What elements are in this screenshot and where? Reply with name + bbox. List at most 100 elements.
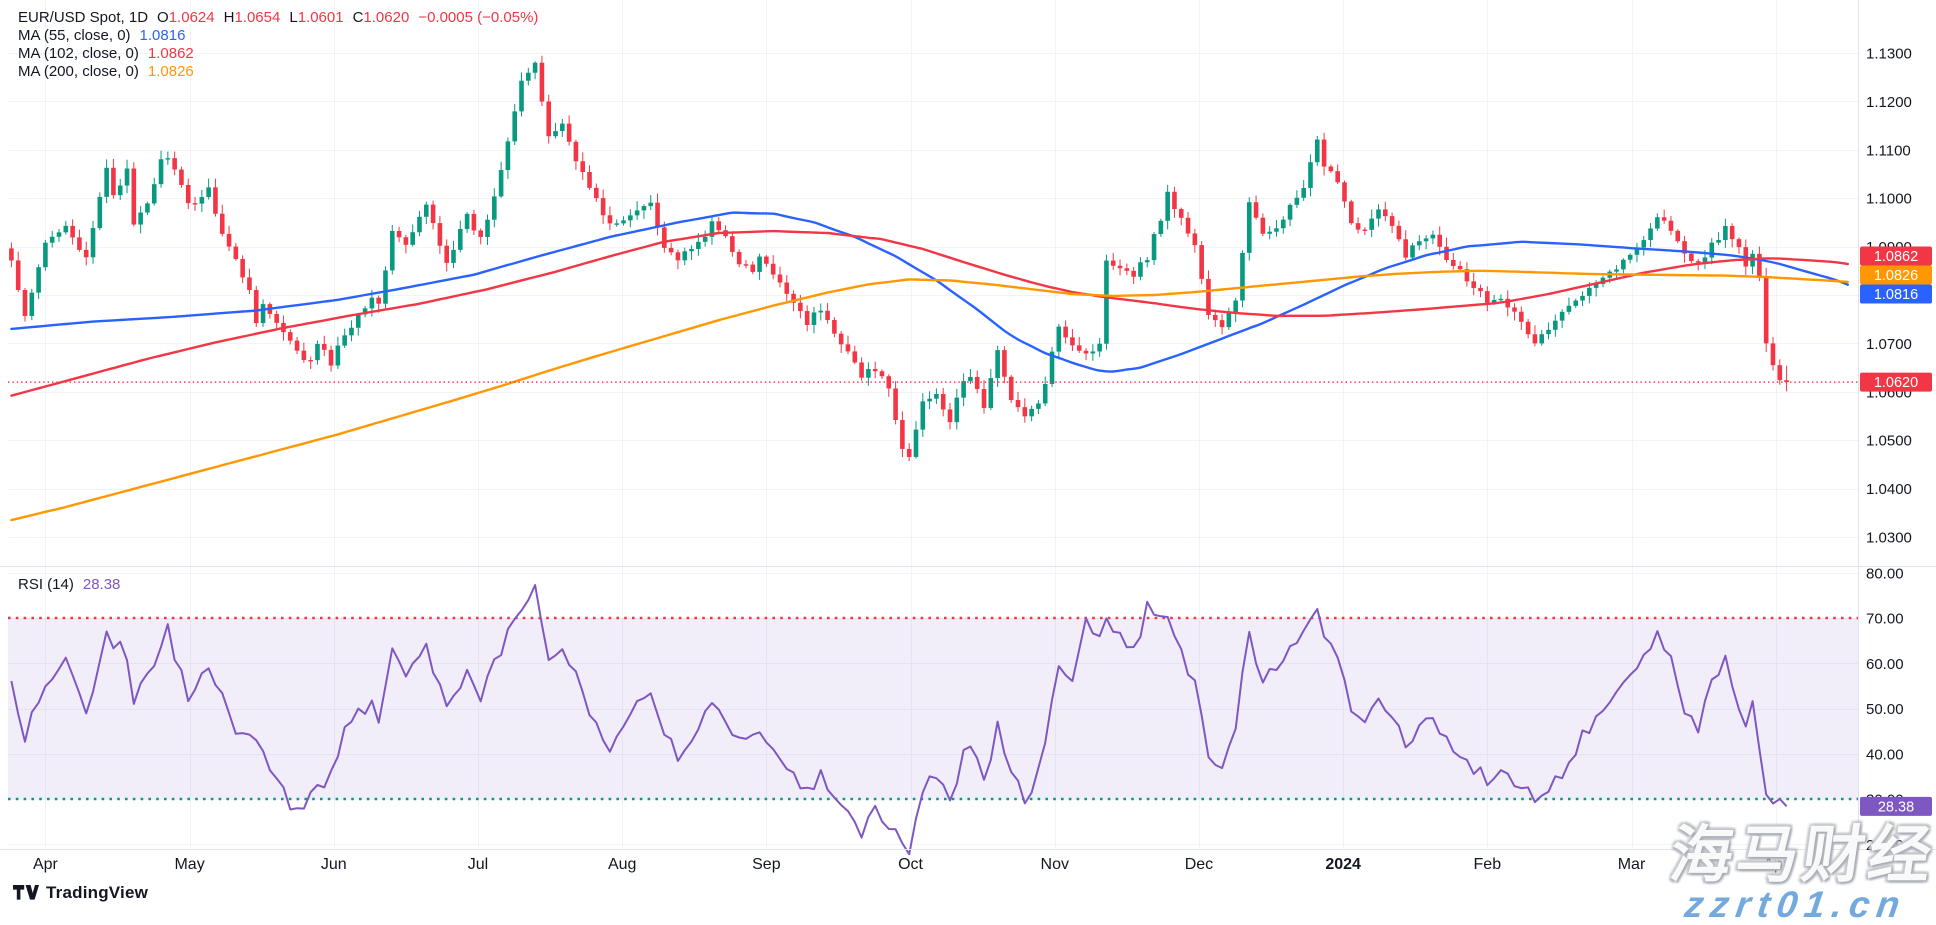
time-axis-label: Oct: [898, 856, 923, 873]
time-axis-label: May: [174, 856, 204, 873]
candle-body-down: [1437, 234, 1443, 247]
candle-body-up: [553, 131, 558, 137]
candle-body-up: [1648, 228, 1653, 241]
candle-body-up: [1546, 329, 1551, 335]
rsi-legend-row[interactable]: RSI (14) 28.38: [18, 576, 120, 594]
candles-layer: [9, 55, 1789, 462]
change-value: −0.0005 (−0.05%): [418, 9, 539, 26]
candle-body-up: [464, 213, 470, 229]
ma102-legend-row[interactable]: MA (102, close, 0) 1.0862: [18, 45, 538, 63]
candle-body-down: [1661, 217, 1667, 221]
candle-body-down: [1192, 233, 1198, 246]
candle-body-up: [1655, 217, 1660, 229]
symbol-ohlc-row[interactable]: EUR/USD Spot, 1D O 1.0624 H 1.0654 L 1.0601…: [18, 9, 538, 27]
candle-body-down: [1784, 380, 1789, 383]
time-axis-label: Feb: [1474, 856, 1502, 873]
candle-body-up: [1641, 240, 1647, 248]
time-axis[interactable]: Apr May Jun Jul Aug Sep Oct Nov Dec 2024 Feb Mar Apr: [33, 856, 1789, 873]
candle-body-down: [437, 223, 443, 246]
time-axis-label: Aug: [608, 856, 636, 873]
candle-body-down: [1532, 334, 1538, 344]
candle-body-down: [308, 360, 313, 362]
candle-body-down: [764, 256, 769, 264]
candle-body-down: [838, 333, 844, 345]
rsi-axis-label: 70.00: [1866, 611, 1904, 628]
candle-body-up: [1280, 219, 1286, 229]
ma200-value: 1.0826: [147, 63, 194, 80]
candle-body-up: [158, 159, 164, 185]
candle-body-down: [396, 231, 402, 238]
candle-body-up: [526, 72, 531, 81]
price-axis-label: 1.1000: [1866, 191, 1912, 208]
candle-body-down: [172, 158, 177, 170]
candle-body-down: [587, 172, 592, 188]
main-legend: EUR/USD Spot, 1D O 1.0624 H 1.0654 L 1.0601…: [18, 9, 538, 81]
candle-body-up: [934, 393, 939, 399]
candle-body-down: [1736, 239, 1742, 248]
candle-body-down: [1212, 314, 1218, 321]
candle-body-up: [56, 232, 62, 237]
ma-200-line: [10, 269, 1849, 522]
candle-body-up: [927, 398, 932, 402]
candle-body-up: [1417, 241, 1422, 246]
candle-body-down: [736, 251, 742, 265]
candle-body-down: [662, 227, 667, 248]
candle-body-down: [1002, 350, 1007, 377]
candle-body-up: [696, 241, 701, 249]
candle-body-down: [1335, 171, 1340, 183]
candle-body-up: [138, 212, 143, 225]
candle-body-up: [383, 270, 388, 304]
candle-body-down: [444, 245, 449, 263]
candle-body-down: [859, 362, 864, 378]
ma55-value: 1.0816: [139, 27, 186, 44]
ma55-legend-row[interactable]: MA (55, close, 0) 1.0816: [18, 27, 538, 45]
close-letter: C: [352, 9, 364, 26]
ma-102-badge-bg: [1860, 246, 1932, 266]
candle-body-down: [546, 101, 552, 137]
candle-body-up: [43, 242, 48, 268]
candle-body-down: [1178, 209, 1184, 218]
ma-102-badge: 1.0862: [1860, 246, 1932, 266]
candle-body-down: [70, 225, 75, 238]
rsi-line: [10, 584, 1788, 856]
candle-body-down: [798, 302, 803, 312]
candle-body-up: [124, 168, 130, 186]
candle-body-down: [219, 213, 225, 234]
candle-body-down: [1403, 239, 1409, 258]
candle-body-up: [1097, 343, 1102, 352]
ma-55-badge-text: 1.0816: [1874, 287, 1918, 303]
candle-body-up: [1144, 260, 1150, 263]
candle-body-down: [1253, 202, 1259, 218]
tradingview-logo[interactable]: TradingView: [13, 883, 148, 903]
candle-body-down: [301, 350, 307, 361]
candle-body-down: [1729, 225, 1735, 240]
candle-body-up: [1376, 209, 1381, 219]
candle-body-up: [63, 225, 69, 233]
candle-body-up: [1029, 408, 1034, 417]
candle-body-up: [648, 202, 654, 207]
candle-body-up: [1573, 300, 1579, 306]
rsi-axis-label: 80.00: [1866, 565, 1904, 582]
candle-body-down: [1777, 365, 1783, 381]
candle-body-up: [1593, 284, 1599, 288]
candle-body-up: [1233, 300, 1238, 314]
candle-body-down: [1124, 268, 1130, 271]
candle-body-down: [940, 393, 946, 410]
candle-body-up: [1716, 239, 1721, 243]
candle-body-down: [716, 221, 722, 231]
candle-body-up: [498, 170, 504, 197]
candle-body-up: [389, 231, 395, 271]
candle-body-up: [1314, 139, 1320, 163]
ma-200-badge-bg: [1860, 265, 1932, 285]
candle-body-down: [1505, 298, 1511, 308]
candle-body-up: [641, 206, 647, 211]
candle-body-down: [1172, 191, 1177, 210]
ma200-legend-row[interactable]: MA (200, close, 0) 1.0826: [18, 63, 538, 81]
time-axis-label: Jun: [321, 856, 347, 873]
candle-body-down: [825, 310, 830, 321]
candle-body-up: [1036, 403, 1041, 409]
rsi-axis-label: 40.00: [1866, 746, 1904, 763]
candle-body-up: [1634, 247, 1640, 255]
